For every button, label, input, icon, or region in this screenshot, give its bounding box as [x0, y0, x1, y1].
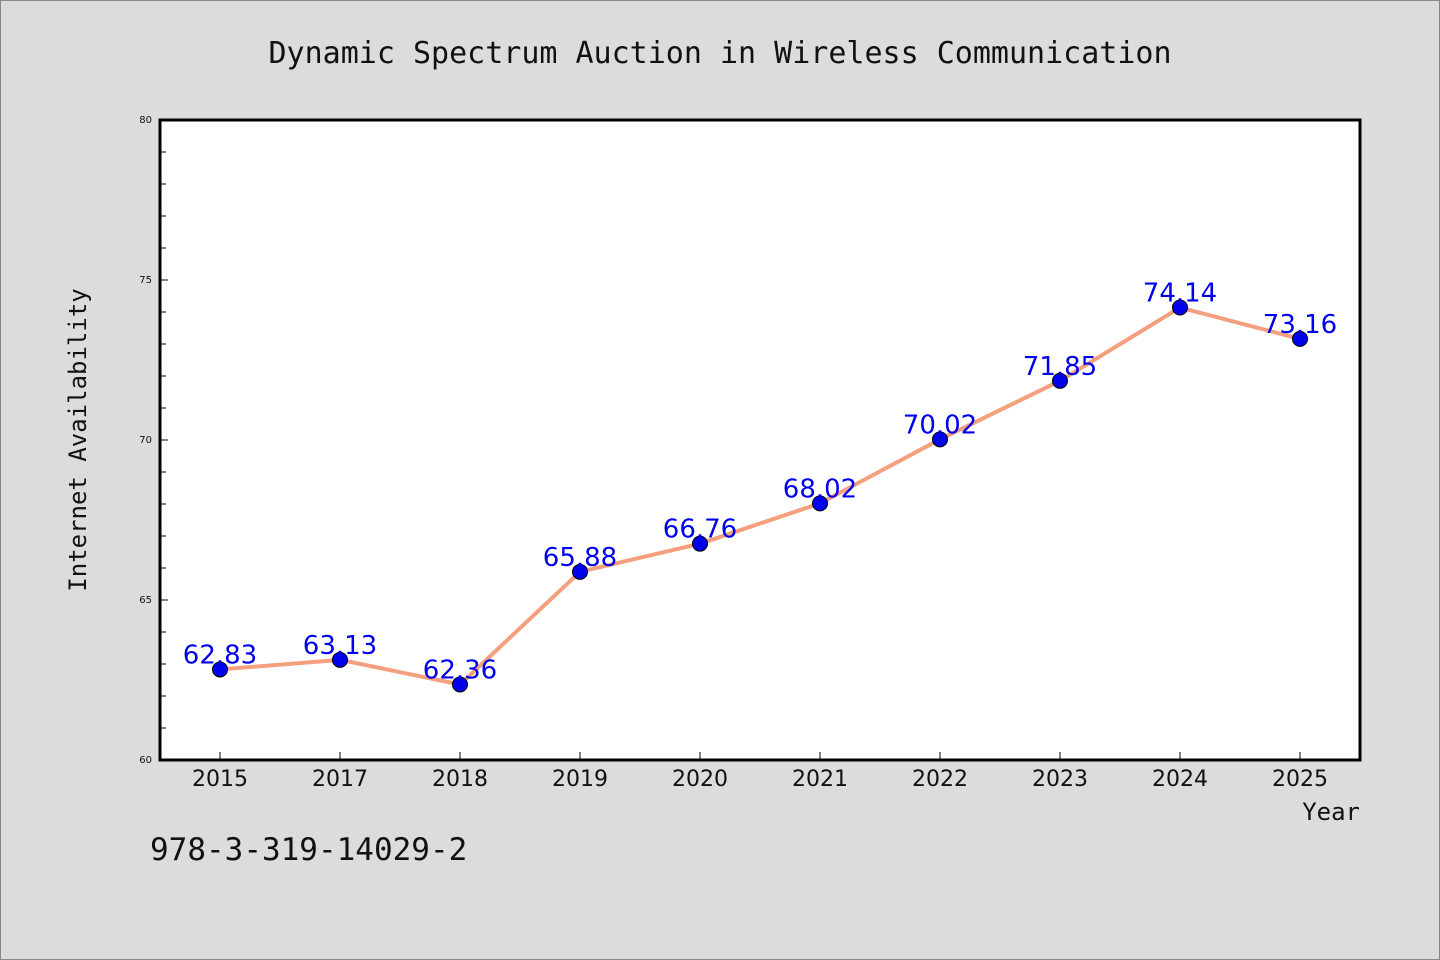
x-tick-label: 2022: [912, 767, 968, 792]
data-label: 66.76: [663, 515, 737, 545]
series-line: [218, 305, 1302, 687]
data-label: 74.14: [1143, 279, 1217, 309]
data-point: [452, 676, 468, 693]
y-tick-label: 80: [139, 115, 152, 126]
data-label: 62.83: [183, 640, 257, 670]
series-layer: 62.83 63.13 62.36 65.88 66.76 68.02 70.02 71.85…: [183, 279, 1337, 693]
x-tick-label: 2021: [792, 767, 848, 792]
data-label: 63.13: [303, 631, 377, 661]
x-tick-label: 2020: [672, 767, 728, 792]
x-tick-label: 2015: [192, 767, 248, 792]
data-point: [332, 651, 348, 668]
x-axis: 2015 2017 2018 2019 2020 2021 2022 2023 2024 2025: [192, 752, 1328, 792]
y-tick-label: 60: [139, 755, 152, 766]
data-label: 62.36: [423, 655, 497, 685]
data-label: 68.02: [783, 474, 857, 504]
chart-title: Dynamic Spectrum Auction in Wireless Com…: [268, 36, 1171, 71]
data-point: [812, 495, 828, 512]
plot-frame: [158, 118, 1362, 762]
data-point: [1292, 330, 1308, 347]
y-tick-label: 70: [139, 435, 152, 446]
data-label: 65.88: [543, 543, 617, 573]
x-tick-label: 2025: [1272, 767, 1328, 792]
data-point: [932, 431, 948, 448]
x-tick-label: 2024: [1152, 767, 1208, 792]
data-point: [1172, 299, 1188, 316]
data-label: 70.02: [903, 410, 977, 440]
data-point: [692, 535, 708, 552]
data-point: [572, 563, 588, 580]
isbn-text: 978-3-319-14029-2: [150, 832, 468, 868]
y-tick-label: 75: [139, 275, 152, 286]
x-axis-label: Year: [1302, 798, 1360, 826]
x-tick-label: 2019: [552, 767, 608, 792]
y-axis-label: Internet Availability: [64, 288, 92, 591]
x-tick-label: 2018: [432, 767, 488, 792]
x-tick-label: 2023: [1032, 767, 1088, 792]
x-tick-label: 2017: [312, 767, 368, 792]
data-point: [1052, 372, 1068, 389]
plot-area: [160, 120, 1360, 760]
data-point: [212, 661, 228, 678]
data-label: 71.85: [1023, 352, 1097, 382]
data-label: 73.16: [1263, 310, 1337, 340]
y-tick-label: 65: [139, 595, 152, 606]
